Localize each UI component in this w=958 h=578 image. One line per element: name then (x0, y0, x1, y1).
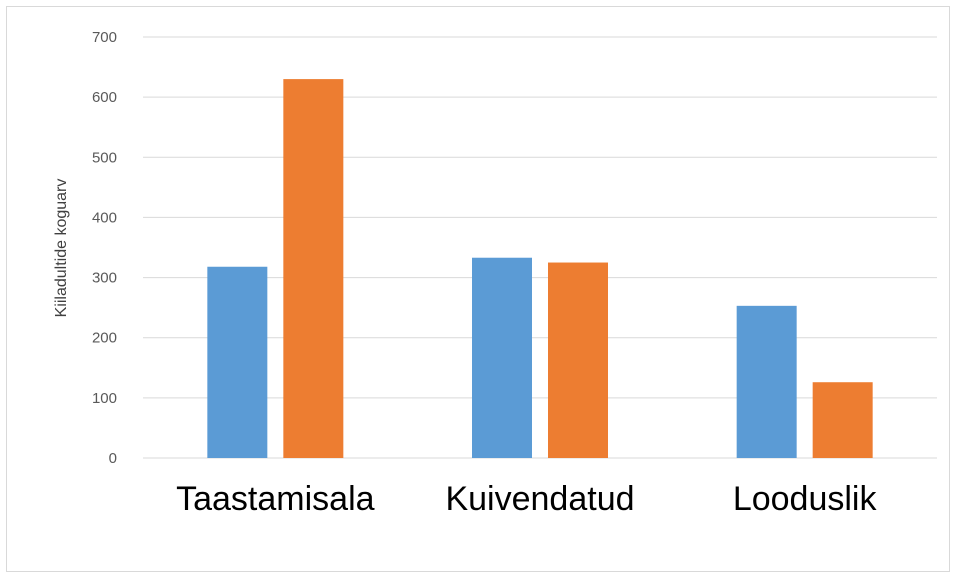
bars (207, 79, 873, 458)
gridlines (143, 36, 937, 459)
bar-looduslik-series-2 (812, 382, 873, 458)
x-axis-categories: Taastamisala Kuivendatud Looduslik (176, 480, 877, 518)
y-tick-label: 300 (92, 270, 117, 287)
bar-taastamisala-series-1 (207, 266, 268, 458)
y-tick-label: 100 (92, 390, 117, 407)
category-label-looduslik: Looduslik (733, 480, 878, 518)
bar-taastamisala-series-2 (283, 79, 344, 458)
y-tick-label: 0 (109, 450, 117, 467)
y-tick-label: 200 (92, 330, 117, 347)
y-tick-label: 700 (92, 29, 117, 46)
y-axis-ticks: 0 100 200 300 400 500 600 700 (92, 29, 117, 467)
y-tick-label: 600 (92, 89, 117, 106)
bar-looduslik-series-1 (736, 305, 797, 458)
y-tick-label: 400 (92, 209, 117, 226)
category-label-taastamisala: Taastamisala (176, 480, 375, 518)
y-tick-label: 500 (92, 149, 117, 166)
y-axis-title: Kiiladultide koguarv (53, 179, 70, 318)
bar-kuivendatud-series-2 (548, 262, 608, 458)
category-label-kuivendatud: Kuivendatud (445, 480, 634, 518)
bar-kuivendatud-series-1 (472, 257, 532, 458)
